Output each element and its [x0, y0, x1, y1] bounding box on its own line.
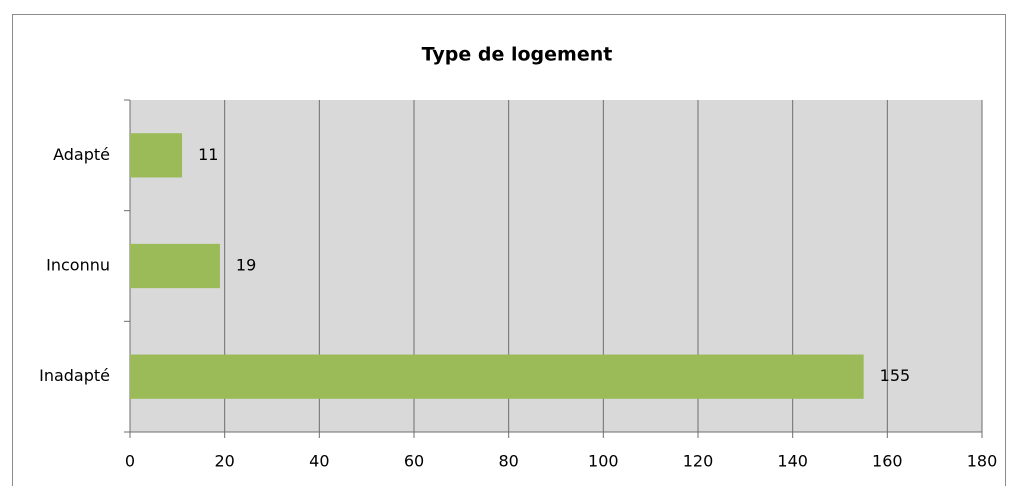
chart-border	[12, 14, 1006, 486]
x-tick-label: 60	[404, 452, 424, 471]
bar	[130, 354, 864, 399]
chart-title: Type de logement	[422, 44, 613, 66]
y-tick-label: Adapté	[53, 145, 110, 164]
x-tick-label: 80	[498, 452, 518, 471]
data-label: 11	[198, 145, 218, 164]
x-tick-label: 100	[588, 452, 619, 471]
data-label: 155	[880, 366, 911, 385]
bar	[130, 243, 220, 289]
bar	[130, 133, 183, 178]
x-tick-label: 120	[683, 452, 714, 471]
data-label: 19	[236, 256, 256, 275]
x-tick-label: 180	[967, 452, 998, 471]
x-tick-label: 20	[214, 452, 234, 471]
x-tick-label: 0	[125, 452, 135, 471]
x-tick-label: 160	[872, 452, 903, 471]
x-tick-label: 40	[309, 452, 329, 471]
x-tick-label: 140	[777, 452, 808, 471]
y-tick-label: Inconnu	[46, 256, 110, 275]
y-tick-label: Inadapté	[39, 366, 110, 385]
